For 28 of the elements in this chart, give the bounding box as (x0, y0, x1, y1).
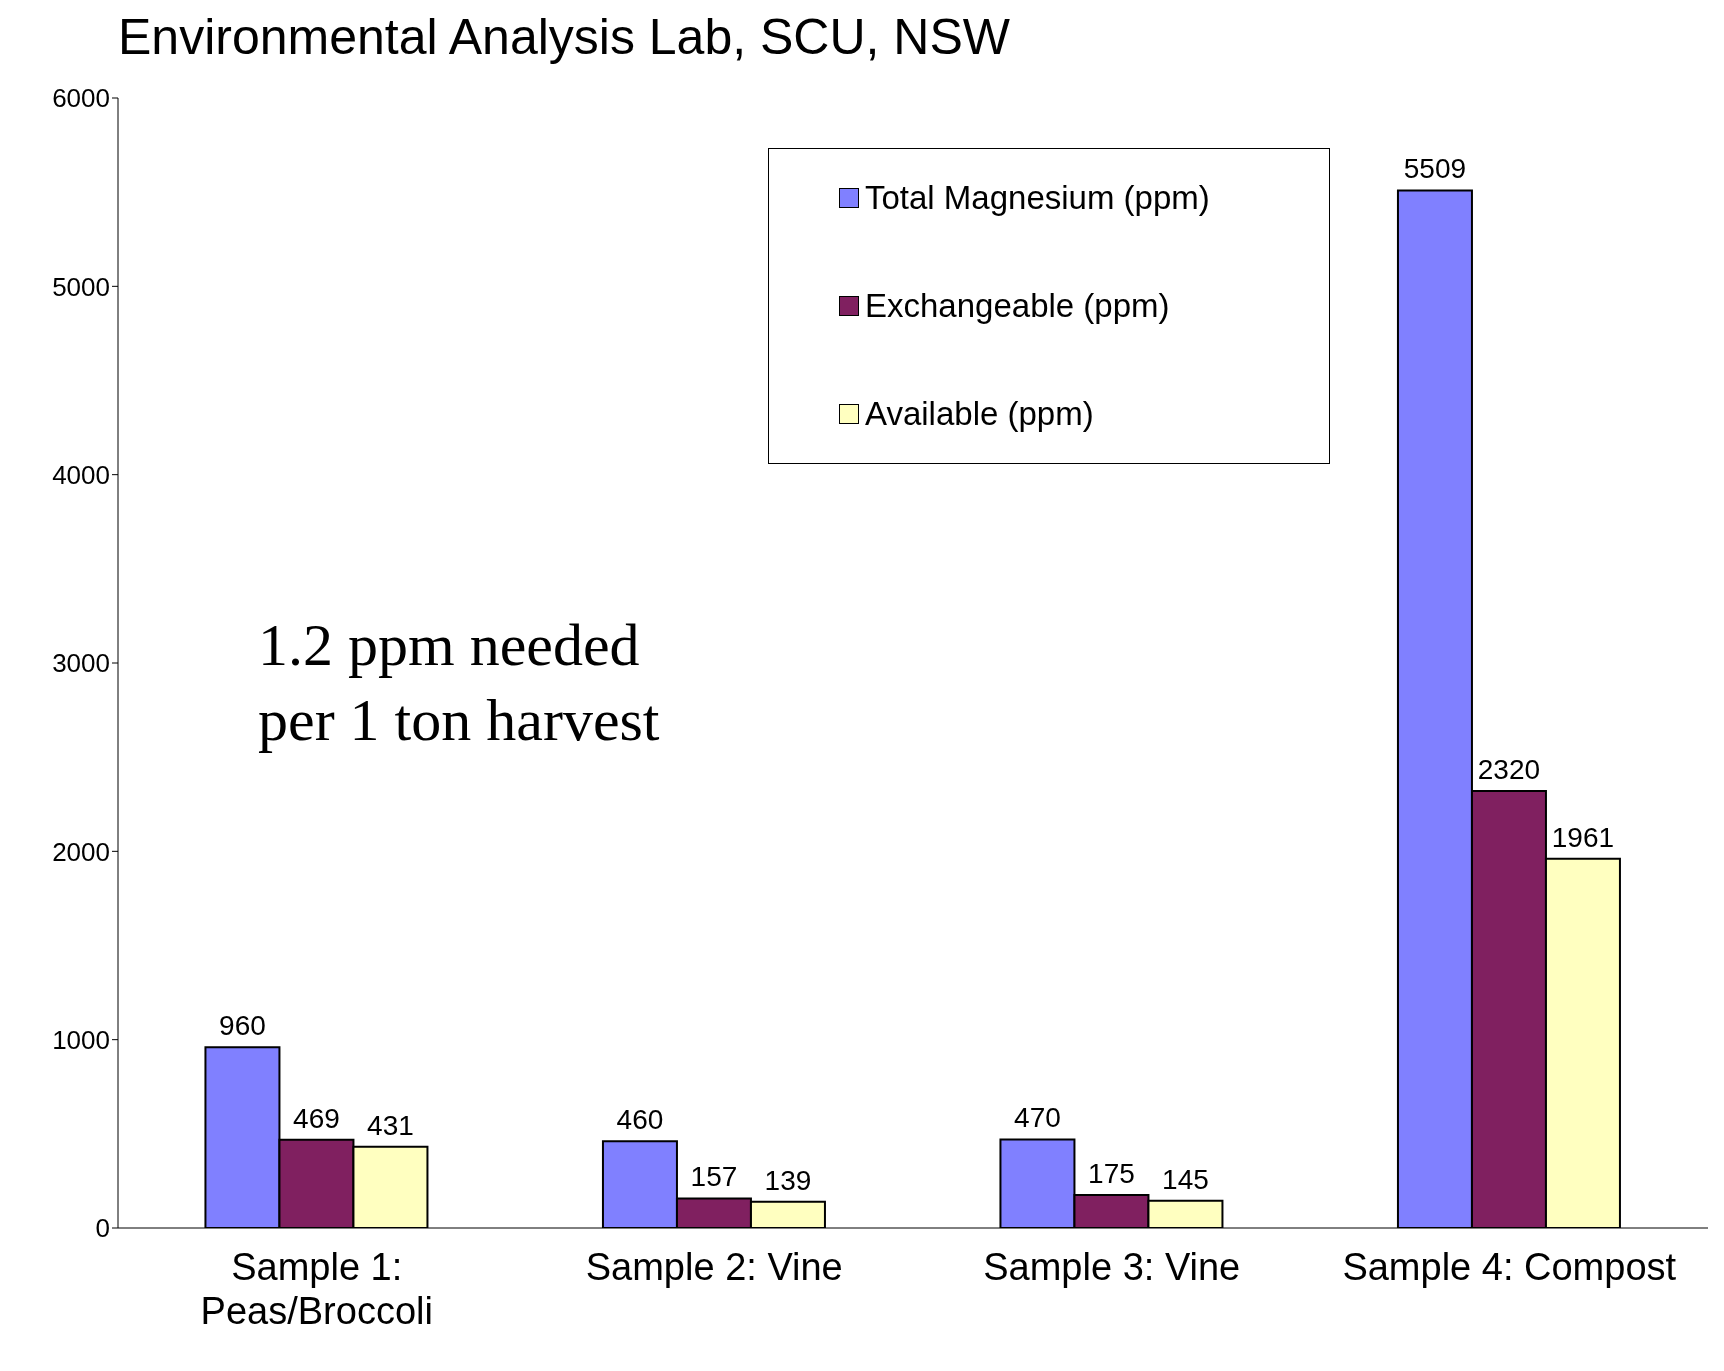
x-tick-label: Sample 1: Peas/Broccoli (200, 1246, 433, 1332)
data-label: 469 (293, 1102, 340, 1134)
data-label: 5509 (1403, 153, 1467, 185)
data-label: 460 (616, 1104, 664, 1136)
x-tick-label: Sample 4: Compost (1342, 1246, 1677, 1288)
data-label: 175 (1088, 1158, 1135, 1190)
y-tick-label: 1000 (52, 1024, 110, 1055)
x-tick-label: Sample 3: Vine (983, 1246, 1241, 1288)
legend-label: Available (ppm) (865, 395, 1094, 433)
x-tick-label: Sample 2: Vine (585, 1246, 843, 1288)
data-label: 1961 (1551, 821, 1615, 853)
data-label: 960 (219, 1010, 266, 1042)
data-label: 157 (690, 1161, 738, 1193)
legend-label: Total Magnesium (ppm) (865, 179, 1210, 217)
data-label: 139 (764, 1164, 812, 1196)
y-tick-label: 3000 (52, 648, 110, 679)
y-tick-label: 5000 (52, 271, 110, 302)
legend-label: Exchangeable (ppm) (865, 287, 1170, 325)
data-label: 470 (1014, 1102, 1061, 1134)
data-label: 145 (1162, 1163, 1209, 1195)
data-label: 2320 (1477, 754, 1541, 786)
y-tick-label: 6000 (52, 83, 110, 114)
y-tick-label: 4000 (52, 459, 110, 490)
chart-title: Environmental Analysis Lab, SCU, NSW (118, 8, 1011, 66)
annotation: 1.2 ppm needed per 1 ton harvest (258, 611, 661, 755)
y-tick-label: 2000 (52, 836, 110, 867)
data-label: 431 (367, 1109, 414, 1141)
y-tick-label: 0 (95, 1213, 110, 1244)
